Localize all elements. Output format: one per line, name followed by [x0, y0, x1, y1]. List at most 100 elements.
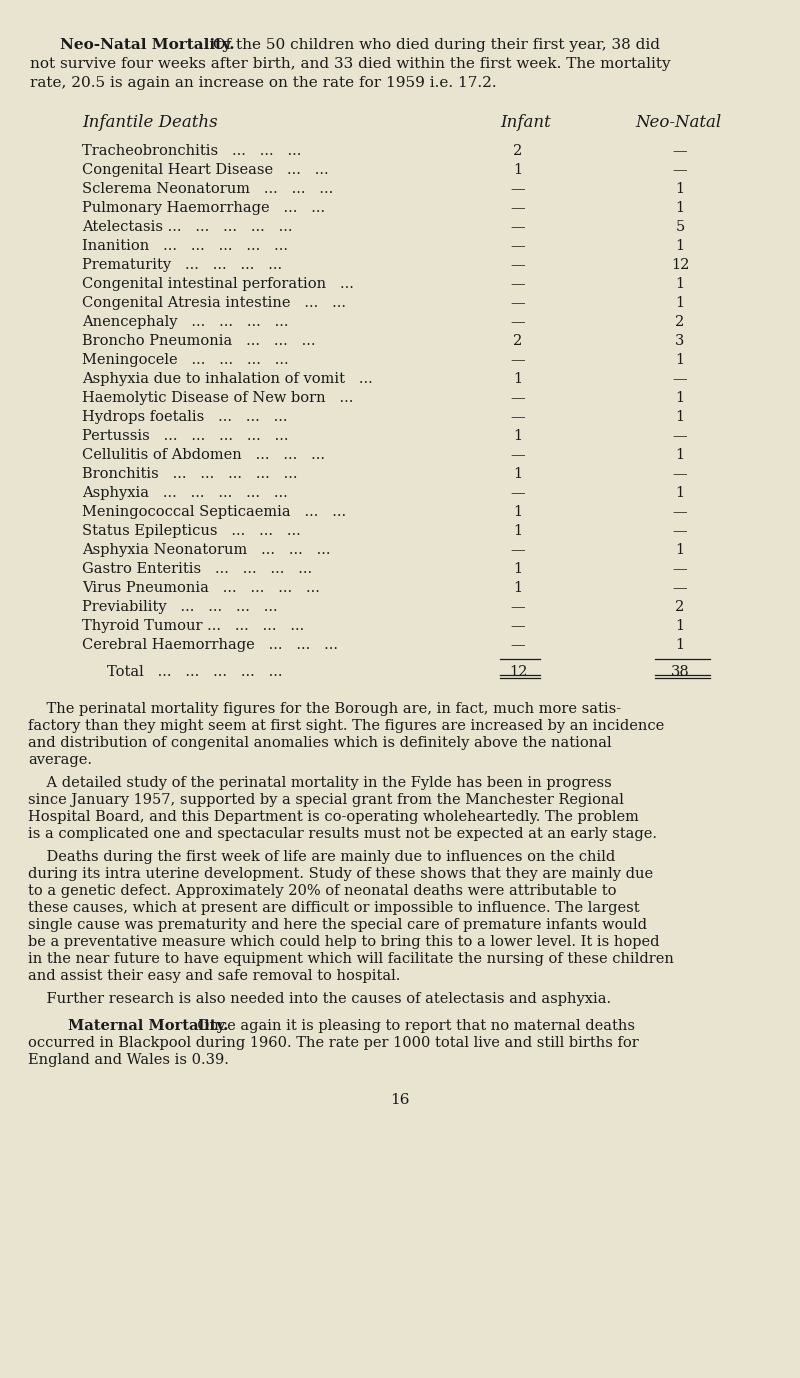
- Text: 2: 2: [514, 333, 522, 349]
- Text: these causes, which at present are difficult or impossible to influence. The lar: these causes, which at present are diffi…: [28, 901, 640, 915]
- Text: —: —: [510, 599, 526, 615]
- Text: 1: 1: [514, 429, 522, 442]
- Text: —: —: [673, 429, 687, 442]
- Text: 1: 1: [514, 504, 522, 520]
- Text: 12: 12: [509, 666, 527, 679]
- Text: to a genetic defect. Approximately 20% of neonatal deaths were attributable to: to a genetic defect. Approximately 20% o…: [28, 885, 617, 898]
- Text: Congenital intestinal perforation   ...: Congenital intestinal perforation ...: [82, 277, 354, 291]
- Text: not survive four weeks after birth, and 33 died within the first week. The morta: not survive four weeks after birth, and …: [30, 56, 670, 72]
- Text: —: —: [673, 143, 687, 158]
- Text: 1: 1: [675, 182, 685, 196]
- Text: Once again it is pleasing to report that no maternal deaths: Once again it is pleasing to report that…: [188, 1018, 635, 1034]
- Text: Virus Pneumonia   ...   ...   ...   ...: Virus Pneumonia ... ... ... ...: [82, 582, 320, 595]
- Text: —: —: [673, 467, 687, 481]
- Text: 5: 5: [675, 220, 685, 234]
- Text: Asphyxia Neonatorum   ...   ...   ...: Asphyxia Neonatorum ... ... ...: [82, 543, 330, 557]
- Text: —: —: [673, 524, 687, 537]
- Text: 1: 1: [514, 582, 522, 595]
- Text: Meningococcal Septicaemia   ...   ...: Meningococcal Septicaemia ... ...: [82, 504, 346, 520]
- Text: —: —: [510, 316, 526, 329]
- Text: —: —: [510, 391, 526, 405]
- Text: 1: 1: [514, 524, 522, 537]
- Text: rate, 20.5 is again an increase on the rate for 1959 i.e. 17.2.: rate, 20.5 is again an increase on the r…: [30, 76, 497, 90]
- Text: Pertussis   ...   ...   ...   ...   ...: Pertussis ... ... ... ... ...: [82, 429, 289, 442]
- Text: —: —: [673, 562, 687, 576]
- Text: Asphyxia due to inhalation of vomit   ...: Asphyxia due to inhalation of vomit ...: [82, 372, 373, 386]
- Text: factory than they might seem at first sight. The figures are increased by an inc: factory than they might seem at first si…: [28, 719, 664, 733]
- Text: Neo-Natal: Neo-Natal: [635, 114, 722, 131]
- Text: 1: 1: [675, 238, 685, 254]
- Text: Status Epilepticus   ...   ...   ...: Status Epilepticus ... ... ...: [82, 524, 301, 537]
- Text: Previability   ...   ...   ...   ...: Previability ... ... ... ...: [82, 599, 278, 615]
- Text: Neo-Natal Mortality.: Neo-Natal Mortality.: [60, 39, 234, 52]
- Text: 1: 1: [675, 391, 685, 405]
- Text: A detailed study of the perinatal mortality in the Fylde has been in progress: A detailed study of the perinatal mortal…: [28, 776, 612, 790]
- Text: Atelectasis ...   ...   ...   ...   ...: Atelectasis ... ... ... ... ...: [82, 220, 293, 234]
- Text: Thyroid Tumour ...   ...   ...   ...: Thyroid Tumour ... ... ... ...: [82, 619, 304, 633]
- Text: —: —: [510, 277, 526, 291]
- Text: Infant: Infant: [500, 114, 550, 131]
- Text: Inanition   ...   ...   ...   ...   ...: Inanition ... ... ... ... ...: [82, 238, 288, 254]
- Text: 1: 1: [675, 277, 685, 291]
- Text: —: —: [510, 448, 526, 462]
- Text: —: —: [510, 486, 526, 500]
- Text: occurred in Blackpool during 1960. The rate per 1000 total live and still births: occurred in Blackpool during 1960. The r…: [28, 1036, 638, 1050]
- Text: Total   ...   ...   ...   ...   ...: Total ... ... ... ... ...: [107, 666, 282, 679]
- Text: Asphyxia   ...   ...   ...   ...   ...: Asphyxia ... ... ... ... ...: [82, 486, 288, 500]
- Text: since January 1957, supported by a special grant from the Manchester Regional: since January 1957, supported by a speci…: [28, 792, 624, 808]
- Text: 1: 1: [514, 562, 522, 576]
- Text: average.: average.: [28, 752, 92, 768]
- Text: during its intra uterine development. Study of these shows that they are mainly : during its intra uterine development. St…: [28, 867, 653, 881]
- Text: Broncho Pneumonia   ...   ...   ...: Broncho Pneumonia ... ... ...: [82, 333, 315, 349]
- Text: —: —: [673, 372, 687, 386]
- Text: 1: 1: [675, 619, 685, 633]
- Text: —: —: [510, 258, 526, 271]
- Text: Hospital Board, and this Department is co-operating wholeheartedly. The problem: Hospital Board, and this Department is c…: [28, 810, 639, 824]
- Text: 1: 1: [675, 543, 685, 557]
- Text: —: —: [673, 163, 687, 176]
- Text: 1: 1: [675, 353, 685, 367]
- Text: 2: 2: [675, 316, 685, 329]
- Text: —: —: [673, 582, 687, 595]
- Text: Pulmonary Haemorrhage   ...   ...: Pulmonary Haemorrhage ... ...: [82, 201, 325, 215]
- Text: Congenital Atresia intestine   ...   ...: Congenital Atresia intestine ... ...: [82, 296, 346, 310]
- Text: Deaths during the first week of life are mainly due to influences on the child: Deaths during the first week of life are…: [28, 850, 615, 864]
- Text: single cause was prematurity and here the special care of premature infants woul: single cause was prematurity and here th…: [28, 918, 647, 932]
- Text: —: —: [510, 543, 526, 557]
- Text: Meningocele   ...   ...   ...   ...: Meningocele ... ... ... ...: [82, 353, 289, 367]
- Text: 1: 1: [514, 467, 522, 481]
- Text: 1: 1: [675, 638, 685, 652]
- Text: 16: 16: [390, 1093, 410, 1107]
- Text: Prematurity   ...   ...   ...   ...: Prematurity ... ... ... ...: [82, 258, 282, 271]
- Text: in the near future to have equipment which will facilitate the nursing of these : in the near future to have equipment whi…: [28, 952, 674, 966]
- Text: —: —: [510, 238, 526, 254]
- Text: Congenital Heart Disease   ...   ...: Congenital Heart Disease ... ...: [82, 163, 329, 176]
- Text: Tracheobronchitis   ...   ...   ...: Tracheobronchitis ... ... ...: [82, 143, 302, 158]
- Text: Bronchitis   ...   ...   ...   ...   ...: Bronchitis ... ... ... ... ...: [82, 467, 298, 481]
- Text: Hydrops foetalis   ...   ...   ...: Hydrops foetalis ... ... ...: [82, 411, 287, 424]
- Text: 1: 1: [675, 201, 685, 215]
- Text: and assist their easy and safe removal to hospital.: and assist their easy and safe removal t…: [28, 969, 400, 983]
- Text: —: —: [510, 638, 526, 652]
- Text: —: —: [510, 296, 526, 310]
- Text: Cerebral Haemorrhage   ...   ...   ...: Cerebral Haemorrhage ... ... ...: [82, 638, 338, 652]
- Text: Sclerema Neonatorum   ...   ...   ...: Sclerema Neonatorum ... ... ...: [82, 182, 334, 196]
- Text: Gastro Enteritis   ...   ...   ...   ...: Gastro Enteritis ... ... ... ...: [82, 562, 312, 576]
- Text: 1: 1: [675, 486, 685, 500]
- Text: —: —: [510, 619, 526, 633]
- Text: England and Wales is 0.39.: England and Wales is 0.39.: [28, 1053, 229, 1067]
- Text: Further research is also needed into the causes of atelectasis and asphyxia.: Further research is also needed into the…: [28, 992, 611, 1006]
- Text: and distribution of congenital anomalies which is definitely above the national: and distribution of congenital anomalies…: [28, 736, 612, 750]
- Text: 2: 2: [514, 143, 522, 158]
- Text: 1: 1: [514, 372, 522, 386]
- Text: —: —: [510, 220, 526, 234]
- Text: Maternal Mortality.: Maternal Mortality.: [68, 1018, 228, 1034]
- Text: 1: 1: [675, 448, 685, 462]
- Text: Haemolytic Disease of New born   ...: Haemolytic Disease of New born ...: [82, 391, 354, 405]
- Text: 1: 1: [514, 163, 522, 176]
- Text: 2: 2: [675, 599, 685, 615]
- Text: —: —: [510, 411, 526, 424]
- Text: Anencephaly   ...   ...   ...   ...: Anencephaly ... ... ... ...: [82, 316, 289, 329]
- Text: 38: 38: [670, 666, 690, 679]
- Text: 1: 1: [675, 296, 685, 310]
